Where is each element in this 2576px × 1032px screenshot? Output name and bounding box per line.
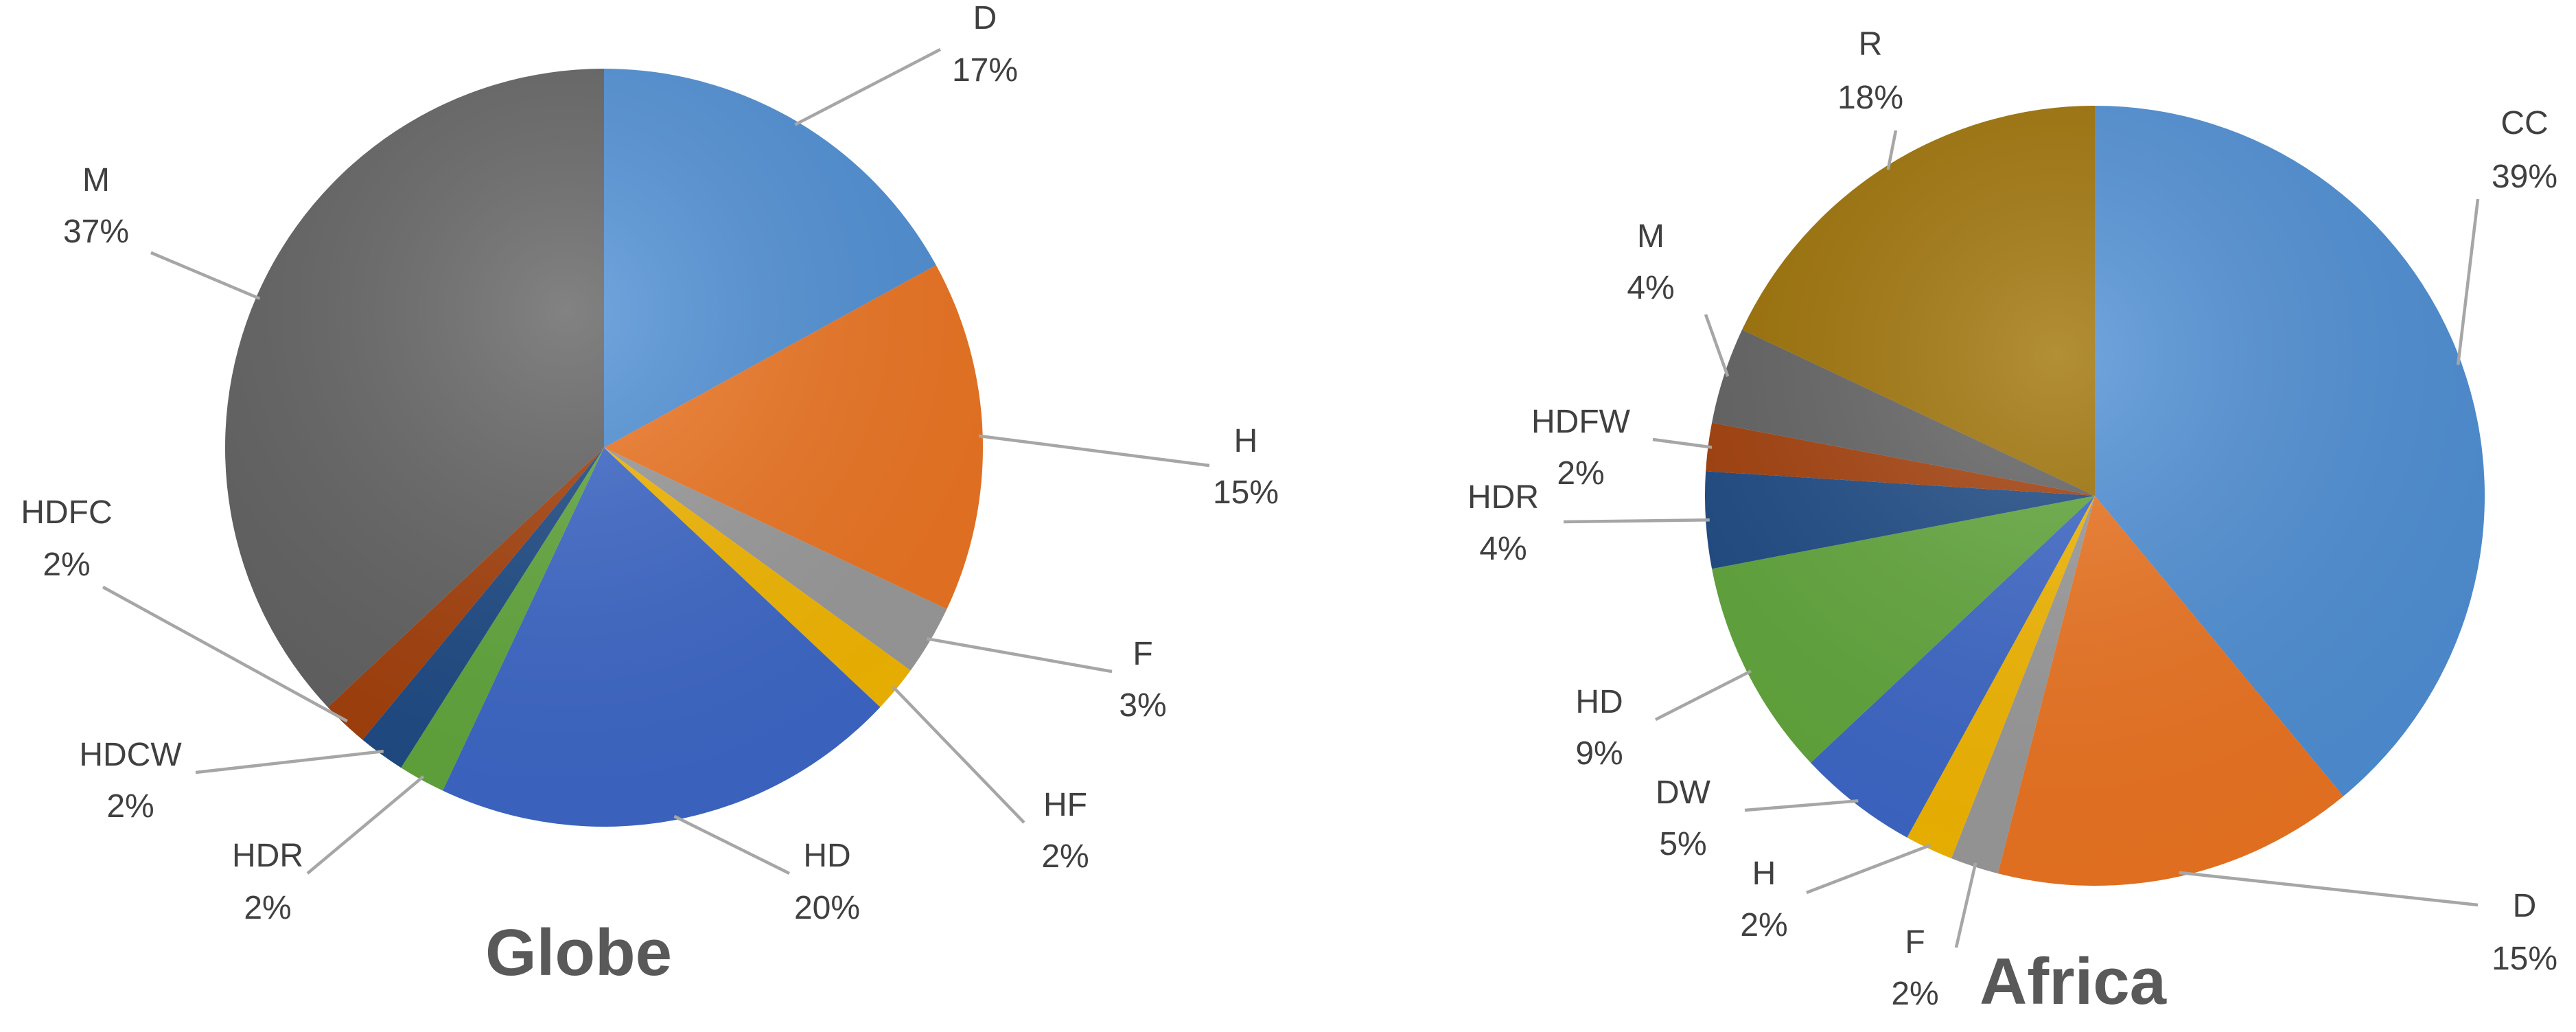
chart-title-africa: Africa [1980, 945, 2167, 1018]
slice-percent-africa-hd: 9% [1575, 735, 1623, 772]
slice-label-africa-hdr: HDR [1467, 479, 1539, 516]
leader-line-globe-f [926, 637, 1113, 674]
slice-label-globe-m: M [82, 162, 110, 198]
slice-label-globe-h: H [1234, 423, 1258, 459]
leader-line-africa-hdr [1563, 518, 1710, 524]
slice-percent-globe-hd: 20% [794, 890, 860, 926]
slice-percent-africa-hdr: 4% [1479, 531, 1527, 567]
leader-line-globe-hdfc [102, 586, 348, 723]
slice-percent-africa-d: 15% [2492, 941, 2557, 977]
leader-line-africa-cc [2456, 198, 2480, 365]
slice-percent-africa-dw: 5% [1659, 826, 1706, 862]
slice-percent-globe-hf: 2% [1041, 838, 1089, 875]
leader-line-globe-m [150, 251, 261, 301]
slice-label-africa-hd: HD [1575, 684, 1623, 720]
leader-line-africa-r [1886, 130, 1898, 170]
pie-chart-globe: D 17% H 15% F 3% HF 2% HD 20% HDR 2% HDCW 2% HDFC 2% M 37… [21, 0, 1279, 926]
slice-label-africa-cc: CC [2500, 105, 2548, 141]
slice-label-globe-hdfc: HDFC [21, 494, 112, 531]
slice-percent-globe-f: 3% [1119, 687, 1166, 724]
leader-line-africa-d [2179, 871, 2479, 907]
slice-percent-africa-f: 2% [1891, 976, 1938, 1012]
slice-percent-globe-hdr: 2% [244, 890, 291, 926]
slice-label-globe-f: F [1133, 636, 1152, 672]
slice-label-globe-hdr: HDR [232, 838, 303, 874]
leader-line-africa-m [1704, 314, 1730, 377]
leader-line-globe-hdr [306, 775, 425, 875]
leader-line-africa-dw [1744, 799, 1859, 812]
slice-percent-globe-h: 15% [1213, 474, 1279, 511]
slice-label-globe-hdcw: HDCW [79, 737, 182, 773]
slice-label-africa-h: H [1752, 856, 1776, 892]
slice-percent-africa-cc: 39% [2492, 159, 2557, 195]
leader-line-africa-hd [1654, 669, 1752, 722]
leader-line-africa-f [1954, 862, 1977, 948]
slice-percent-globe-hdfc: 2% [43, 547, 90, 583]
leader-line-africa-h [1806, 843, 1931, 895]
slice-label-globe-d: D [973, 0, 997, 36]
slice-percent-globe-hdcw: 2% [106, 788, 154, 825]
slice-label-africa-hdfw: HDFW [1531, 404, 1631, 440]
slice-label-globe-hf: HF [1043, 787, 1087, 823]
slice-label-africa-m: M [1637, 218, 1664, 255]
slice-percent-africa-hdfw: 2% [1557, 455, 1604, 492]
leader-line-globe-hf [892, 685, 1025, 824]
leader-line-globe-hdcw [195, 749, 384, 775]
pie-chart-africa: CC 39% D 15% F 2% H 2% DW 5% HD 9% HDR 4% HDFW 2% M 4% R 18… [1467, 26, 2557, 1012]
leader-line-globe-h [978, 434, 1210, 468]
leader-line-africa-hdfw [1652, 437, 1713, 449]
chart-title-globe: Globe [485, 916, 672, 989]
slice-label-africa-dw: DW [1656, 775, 1711, 811]
slice-percent-africa-r: 18% [1837, 80, 1903, 116]
leader-line-globe-hd [673, 814, 791, 875]
slice-percent-globe-m: 37% [63, 214, 129, 250]
slice-label-africa-r: R [1859, 26, 1883, 62]
slice-percent-globe-d: 17% [952, 52, 1018, 89]
slice-label-africa-f: F [1905, 924, 1925, 961]
slice-label-africa-d: D [2513, 888, 2537, 924]
slice-percent-africa-m: 4% [1627, 270, 1674, 306]
slice-label-globe-hd: HD [803, 838, 850, 874]
slice-percent-africa-h: 2% [1740, 907, 1787, 943]
leader-line-globe-d [794, 48, 942, 126]
